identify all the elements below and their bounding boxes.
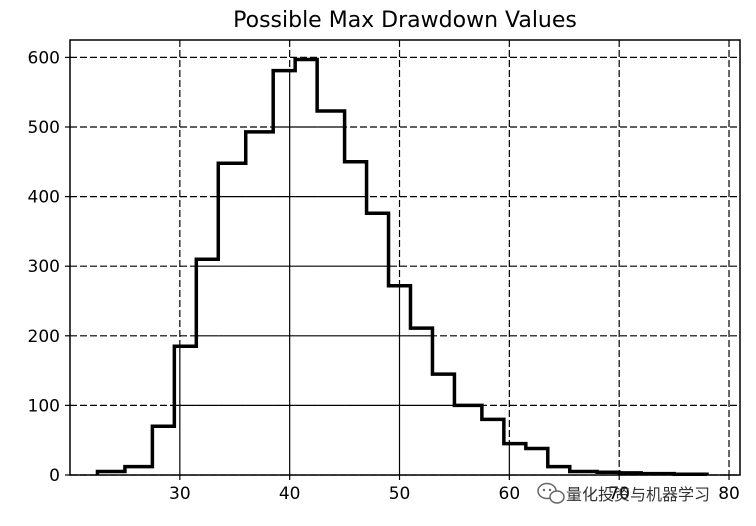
y-tick-label: 400 [28,188,60,208]
histogram-bin [525,448,548,475]
histogram-bin [410,328,433,475]
y-tick-label: 600 [28,48,60,68]
x-tick-label: 60 [499,484,521,504]
y-tick-label: 200 [28,327,60,347]
histogram-bin [273,70,296,476]
histogram-bin [547,466,570,475]
watermark: 量化投资与机器学习 [537,482,710,504]
histogram-bin [174,346,197,475]
y-tick-label: 300 [28,257,60,277]
histogram-bin [366,213,389,475]
histogram-bin [317,110,345,475]
y-tick-label: 100 [28,396,60,416]
histogram-bin [196,259,219,475]
histogram-step-line [95,57,709,477]
histogram-bin [344,161,367,476]
histogram-bin [152,426,175,475]
histogram-bin [295,59,318,475]
x-tick-label: 40 [279,484,301,504]
x-axis: 30 40 50 60 70 80 [169,475,740,504]
y-tick-label: 0 [49,466,60,486]
histogram-bin [245,131,274,475]
chart-title: Possible Max Drawdown Values [233,8,577,33]
histogram-bin [481,419,504,475]
histogram-bin [218,163,246,475]
histogram-bin [454,405,482,475]
histogram-bins [97,59,708,476]
x-tick-label: 50 [389,484,411,504]
wechat-icon [537,482,565,504]
watermark-text: 量化投资与机器学习 [566,485,710,504]
plot-area [69,39,741,476]
histogram-bin [432,374,455,475]
x-tick-label: 80 [718,484,740,504]
histogram-bin [124,466,153,475]
histogram-bin [503,443,526,475]
x-tick-label: 70 [608,484,630,504]
y-axis: 0 100 200 300 400 500 600 [28,48,70,486]
x-tick-label: 30 [169,484,191,504]
y-tick-label: 500 [28,118,60,138]
